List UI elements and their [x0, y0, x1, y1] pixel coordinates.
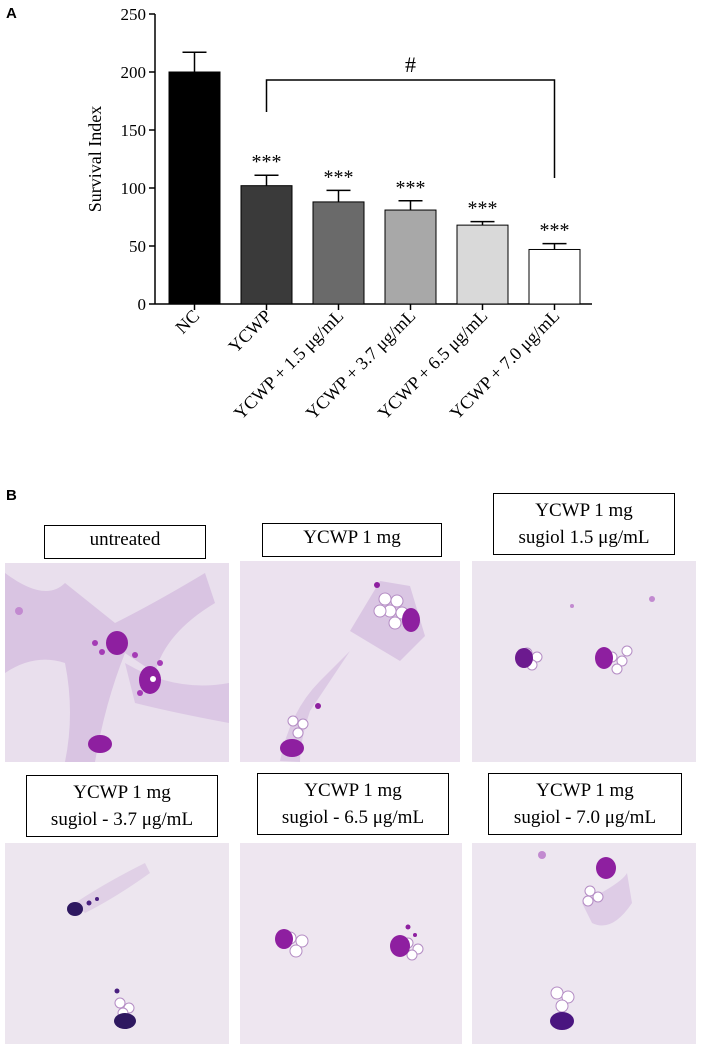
label-line: sugiol - 3.7 μg/mL: [50, 809, 194, 830]
micrograph-sugiol-7-0: [472, 843, 696, 1044]
label-untreated: untreated: [44, 525, 206, 559]
significance-label: ***: [540, 220, 570, 242]
x-tick-label: YCWP: [224, 306, 275, 357]
y-tick-label: 0: [138, 295, 147, 314]
label-line: sugiol 1.5 μg/mL: [518, 527, 650, 548]
bracket-symbol: #: [405, 52, 416, 77]
panel-b-letter: B: [6, 487, 17, 504]
bar: [384, 209, 437, 305]
y-tick-label: 200: [121, 63, 147, 82]
micrograph-untreated: [5, 563, 229, 762]
label-line: YCWP 1 mg: [304, 780, 402, 801]
significance-label: ***: [252, 151, 282, 173]
panel-a-letter: A: [6, 5, 17, 22]
label-line: YCWP 1 mg: [535, 500, 633, 521]
y-tick-label: 250: [121, 5, 147, 24]
micrograph-sugiol-6-5: [240, 843, 462, 1044]
significance-label: ***: [396, 177, 426, 199]
label-line: YCWP 1 mg: [536, 780, 634, 801]
label-line: sugiol - 6.5 μg/mL: [281, 807, 425, 828]
significance-label: ***: [324, 166, 354, 188]
micrograph-sugiol-3-7: [5, 843, 229, 1044]
significance-bracket: [265, 79, 556, 178]
y-tick-label: 150: [121, 121, 147, 140]
label-sugiol-6-5: YCWP 1 mg sugiol - 6.5 μg/mL: [257, 773, 449, 835]
y-tick-label: 50: [129, 237, 146, 256]
label-ycwp: YCWP 1 mg: [262, 523, 442, 557]
label-line: sugiol - 7.0 μg/mL: [513, 807, 657, 828]
x-tick-label: NC: [171, 306, 203, 338]
bar: [528, 248, 581, 305]
bar: [312, 201, 365, 305]
label-line: YCWP 1 mg: [303, 527, 401, 548]
label-sugiol-1-5: YCWP 1 mg sugiol 1.5 μg/mL: [493, 493, 675, 555]
micrograph-ycwp: [240, 561, 460, 762]
micrograph-sugiol-1-5: [472, 561, 696, 762]
label-sugiol-3-7: YCWP 1 mg sugiol - 3.7 μg/mL: [26, 775, 218, 837]
label-line: untreated: [89, 529, 161, 550]
survival-index-bar-chart: 0 50 100 150 200 250 Survival Index NC *** YCWP **…: [85, 5, 592, 423]
significance-label: ***: [468, 198, 498, 220]
y-tick-label: 100: [121, 179, 147, 198]
label-sugiol-7-0: YCWP 1 mg sugiol - 7.0 μg/mL: [488, 773, 682, 835]
bar: [456, 224, 509, 305]
label-line: YCWP 1 mg: [73, 782, 171, 803]
bar: [168, 71, 221, 305]
bar: [240, 185, 293, 305]
y-axis-label: Survival Index: [85, 106, 105, 212]
